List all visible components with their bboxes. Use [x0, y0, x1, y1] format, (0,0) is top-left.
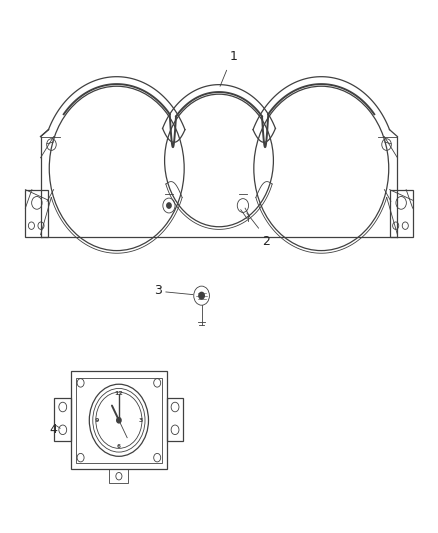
Bar — [110, 470, 128, 482]
Bar — [390, 190, 413, 237]
Circle shape — [199, 292, 205, 299]
Text: 3: 3 — [138, 418, 143, 423]
Text: 6: 6 — [117, 445, 121, 449]
Bar — [76, 377, 162, 463]
Text: 1: 1 — [230, 51, 238, 63]
Text: 3: 3 — [155, 285, 162, 297]
Text: 4: 4 — [49, 423, 57, 436]
Text: 2: 2 — [261, 235, 269, 248]
Text: 12: 12 — [114, 391, 123, 396]
Bar — [167, 398, 184, 441]
Circle shape — [117, 418, 121, 423]
Circle shape — [167, 203, 171, 208]
Bar — [25, 190, 48, 237]
Bar — [54, 398, 71, 441]
Text: 9: 9 — [95, 418, 99, 423]
Bar — [71, 371, 167, 470]
